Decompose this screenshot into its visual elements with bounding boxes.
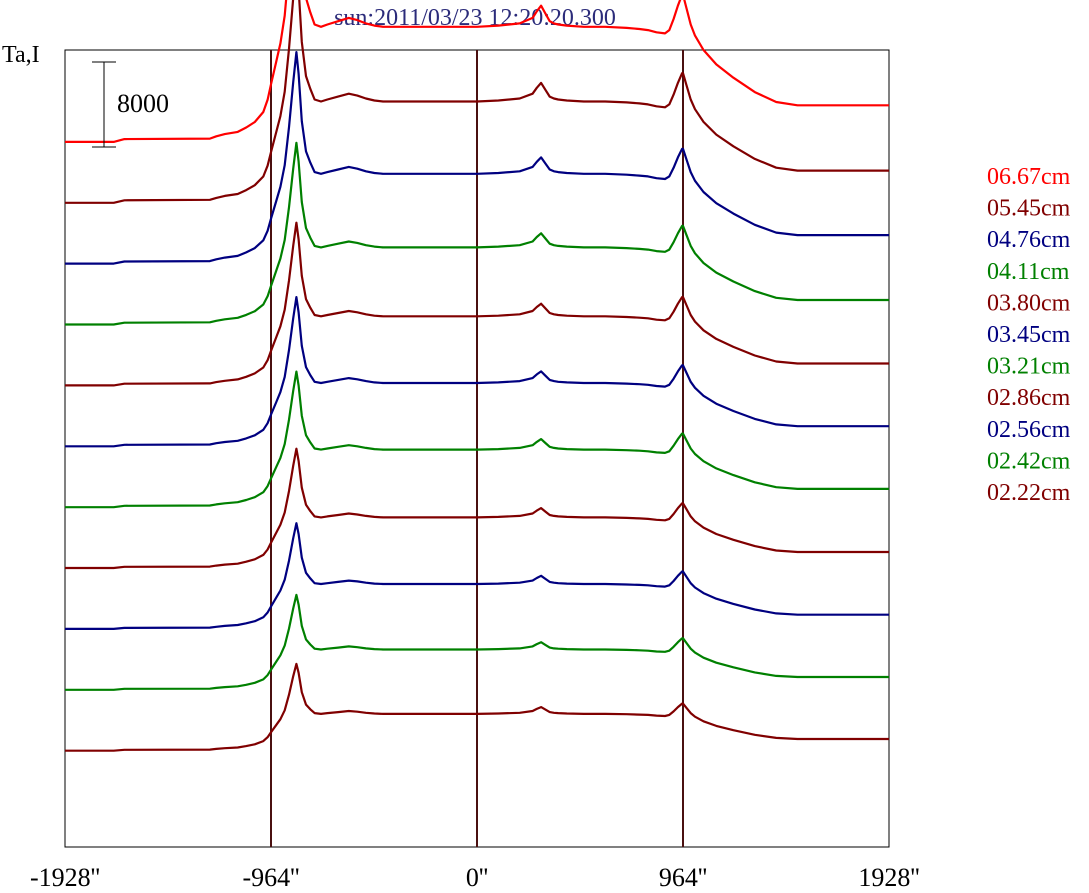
legend-entry: 03.45cm <box>987 322 1071 348</box>
series-line <box>65 0 889 143</box>
legend-entry: 03.21cm <box>987 354 1071 380</box>
legend-entry: 02.42cm <box>987 448 1071 474</box>
y-axis-label: Ta,I <box>2 42 40 68</box>
legend-entry: 03.80cm <box>987 290 1071 316</box>
series-line <box>65 447 889 570</box>
x-tick-labels: -1928'' -964'' 0'' 964'' 1928'' <box>30 863 920 892</box>
legend-entry: 04.76cm <box>987 227 1071 253</box>
series-line <box>65 662 889 752</box>
series-line <box>65 0 889 204</box>
x-tick-label: 1928'' <box>858 863 919 892</box>
legend-entry: 05.45cm <box>987 196 1071 222</box>
scale-bar-label: 8000 <box>117 89 169 118</box>
legend-entry: 02.22cm <box>987 480 1071 506</box>
series-line <box>65 50 889 265</box>
series-line <box>65 141 889 326</box>
x-tick-label: 964'' <box>659 863 707 892</box>
series-line <box>65 296 889 448</box>
series-line <box>65 221 889 387</box>
x-tick-label: -964'' <box>242 863 299 892</box>
series-layer <box>65 0 889 752</box>
series-line <box>65 593 889 691</box>
legend-entry: 06.67cm <box>987 164 1071 190</box>
legend-entry: 02.56cm <box>987 417 1071 443</box>
series-line <box>65 522 889 631</box>
legend: 06.67cm 05.45cm 04.76cm 04.11cm 03.80cm 03.45… <box>987 164 1071 506</box>
legend-entry: 02.86cm <box>987 385 1071 411</box>
x-tick-label: 0'' <box>466 863 488 892</box>
legend-entry: 04.11cm <box>987 259 1070 285</box>
x-tick-label: -1928'' <box>30 863 100 892</box>
scale-bar: 8000 <box>92 61 169 148</box>
series-line <box>65 370 889 509</box>
